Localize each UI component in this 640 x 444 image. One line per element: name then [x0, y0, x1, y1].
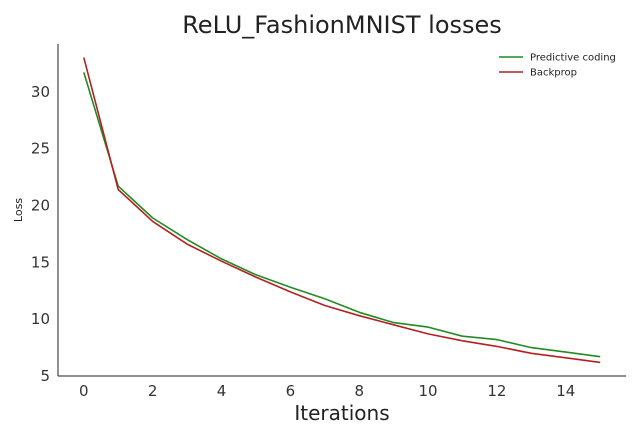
- y-tick-label: 20: [31, 196, 50, 214]
- series-line-backprop: [83, 57, 601, 364]
- y-tick-label: 30: [31, 83, 50, 101]
- y-tick-label: 25: [31, 140, 50, 158]
- tick-layer: 0 2 4 6 8 10 12 14 5 10 15 20 25 30: [31, 83, 575, 400]
- series-line-predictive-coding: [83, 72, 601, 358]
- series-layer: [83, 57, 601, 364]
- chart-title: ReLU_FashionMNIST losses: [182, 11, 502, 39]
- x-tick-label: 0: [79, 382, 89, 400]
- x-tick-label: 10: [419, 382, 438, 400]
- y-tick-label: 5: [40, 367, 50, 385]
- x-tick-label: 8: [354, 382, 364, 400]
- legend: Predictive coding Backprop: [499, 53, 616, 79]
- legend-label: Backprop: [530, 68, 577, 79]
- x-axis-label: Iterations: [294, 401, 389, 425]
- x-tick-label: 14: [556, 382, 575, 400]
- y-axis-label: Loss: [12, 198, 25, 222]
- y-tick-label: 15: [31, 253, 50, 271]
- x-tick-label: 12: [487, 382, 506, 400]
- x-tick-label: 4: [217, 382, 227, 400]
- x-tick-label: 6: [286, 382, 296, 400]
- legend-label: Predictive coding: [530, 53, 616, 64]
- y-tick-label: 10: [31, 310, 50, 328]
- x-tick-label: 2: [148, 382, 158, 400]
